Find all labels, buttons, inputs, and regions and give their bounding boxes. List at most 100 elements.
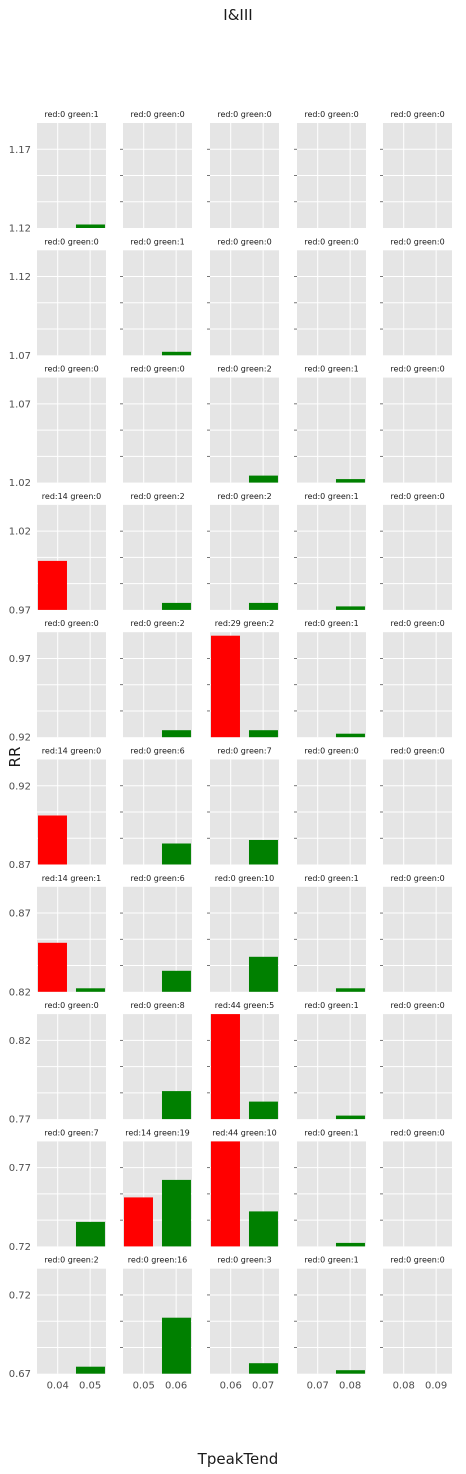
panel: red:0 green:2	[207, 492, 279, 610]
bar-red	[211, 1014, 240, 1120]
panel: red:0 green:0	[207, 110, 279, 228]
panel-title: red:0 green:0	[390, 1001, 444, 1010]
panel: red:0 green:0 1.07 1.02	[9, 365, 106, 489]
x-tick-label: 0.09	[425, 1381, 447, 1392]
figure-title: I&III	[223, 6, 252, 24]
x-axis-label: TpeakTend	[197, 1450, 279, 1468]
panel: red:0 green:0	[380, 747, 452, 865]
panel: red:14 green:0 0.92 0.87	[9, 747, 106, 871]
panel: red:0 green:0	[380, 1128, 452, 1247]
y-tick-label: 0.77	[9, 1115, 31, 1126]
panel-title: red:0 green:2	[217, 365, 271, 374]
panel: red:0 green:0 0.82 0.77	[9, 1001, 106, 1126]
y-tick-label: 0.82	[9, 987, 31, 998]
panel: red:29 green:2	[207, 619, 279, 738]
panel-title: red:0 green:0	[217, 110, 271, 119]
panel: red:0 green:0	[207, 237, 279, 356]
panel: red:0 green:0	[380, 1001, 452, 1120]
panel: red:0 green:0	[380, 237, 452, 356]
panel-title: red:0 green:3	[217, 1256, 271, 1265]
y-tick-label: 0.97	[9, 654, 31, 665]
bar-green	[161, 351, 191, 356]
panel: red:0 green:0	[294, 747, 366, 865]
panel-title: red:14 green:0	[42, 747, 101, 756]
panel-title: red:0 green:6	[130, 747, 184, 756]
panel-title: red:0 green:0	[390, 747, 444, 756]
y-tick-label: 1.17	[9, 145, 31, 156]
panel: red:44 green:10	[207, 1128, 279, 1247]
y-tick-label: 1.12	[9, 272, 31, 283]
bar-green	[248, 602, 278, 610]
y-tick-label: 0.67	[9, 1369, 31, 1380]
panel: red:0 green:2 0.72 0.67 0.04 0.05	[9, 1256, 106, 1392]
panel-title: red:0 green:1	[304, 619, 358, 628]
panel-title: red:14 green:1	[42, 874, 101, 883]
bar-green	[335, 733, 365, 738]
bar-green	[161, 970, 191, 992]
panel-title: red:0 green:0	[44, 619, 98, 628]
panel-title: red:0 green:1	[304, 1128, 358, 1137]
bar-green	[335, 1115, 365, 1120]
panel-title: red:0 green:1	[304, 365, 358, 374]
y-tick-label: 0.77	[9, 1163, 31, 1174]
bar-red	[38, 942, 67, 992]
x-tick-label: 0.07	[307, 1381, 329, 1392]
y-tick-label: 0.82	[9, 1036, 31, 1047]
y-tick-label: 1.07	[9, 399, 31, 410]
bar-green	[161, 602, 191, 610]
y-tick-label: 1.07	[9, 351, 31, 362]
panel-title: red:0 green:1	[304, 874, 358, 883]
x-tick-label: 0.05	[133, 1381, 155, 1392]
panel: red:0 green:0	[294, 237, 366, 356]
panel-title: red:0 green:0	[304, 237, 358, 246]
panel: red:0 green:0	[120, 110, 192, 228]
panel: red:0 green:1	[294, 874, 366, 992]
x-tick-label: 0.05	[79, 1381, 101, 1392]
panel-title: red:44 green:5	[215, 1001, 274, 1010]
panel: red:0 green:7	[207, 747, 279, 865]
y-tick-label: 0.72	[9, 1242, 31, 1253]
bar-green	[161, 730, 191, 738]
bar-green	[75, 1221, 105, 1247]
panel: red:0 green:0	[380, 110, 452, 228]
panel-title: red:0 green:0	[390, 237, 444, 246]
bar-green	[248, 1211, 278, 1247]
panel-title: red:0 green:0	[44, 237, 98, 246]
panel-title: red:0 green:0	[390, 365, 444, 374]
panel-title: red:0 green:2	[130, 492, 184, 501]
panel-title: red:0 green:0	[217, 237, 271, 246]
panel: red:0 green:1	[294, 492, 366, 610]
panel: red:0 green:0	[120, 365, 192, 483]
panel-title: red:0 green:0	[304, 110, 358, 119]
x-tick-label: 0.08	[339, 1381, 361, 1392]
panel-title: red:0 green:0	[130, 110, 184, 119]
panel-title: red:0 green:0	[304, 747, 358, 756]
x-tick-label: 0.04	[47, 1381, 69, 1392]
y-tick-label: 0.92	[9, 733, 31, 744]
panel: red:0 green:2	[120, 619, 192, 738]
panel-title: red:14 green:19	[125, 1128, 190, 1137]
bar-red	[38, 815, 67, 865]
panel: red:0 green:0 0.08 0.09	[380, 1256, 452, 1392]
panel: red:0 green:1	[294, 1001, 366, 1120]
y-tick-label: 0.97	[9, 605, 31, 616]
panel: red:0 green:6	[120, 747, 192, 865]
bar-green	[75, 988, 105, 992]
bar-green	[248, 840, 278, 865]
panel-title: red:0 green:1	[304, 1001, 358, 1010]
panel: red:14 green:19	[120, 1128, 192, 1247]
x-tick-label: 0.06	[165, 1381, 187, 1392]
panel: red:0 green:1 1.17 1.12	[9, 110, 106, 235]
y-tick-label: 0.87	[9, 909, 31, 920]
panel: red:0 green:0	[380, 492, 452, 610]
panel-title: red:0 green:7	[44, 1128, 98, 1137]
panel: red:0 green:0	[380, 619, 452, 738]
x-tick-label: 0.06	[220, 1381, 242, 1392]
bar-green	[161, 1317, 191, 1374]
panel: red:0 green:2	[120, 492, 192, 610]
bar-red	[124, 1197, 153, 1247]
panel-title: red:0 green:1	[304, 1256, 358, 1265]
panel: red:0 green:0	[380, 365, 452, 483]
panel: red:0 green:3 0.06 0.07	[207, 1256, 279, 1392]
panel-title: red:0 green:1	[130, 237, 184, 246]
